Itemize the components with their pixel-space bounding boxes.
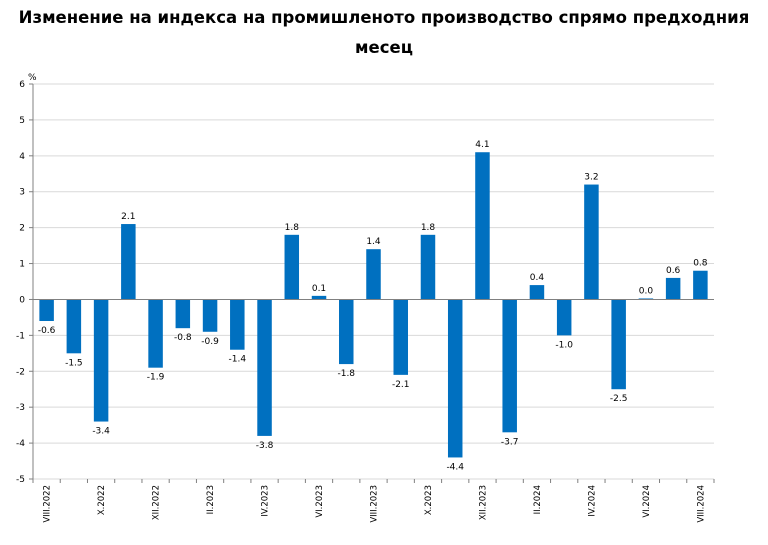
data-label: 0.4	[530, 273, 545, 283]
chart-title-line1: Изменение на индекса на промишленото про…	[18, 8, 750, 27]
bar	[311, 295, 327, 300]
bar	[529, 285, 545, 300]
bars	[39, 152, 708, 458]
bar	[556, 299, 572, 336]
y-tick-label: -4	[16, 439, 25, 449]
y-axis-label: %	[28, 73, 37, 83]
x-tick-label: VIII.2024	[696, 485, 706, 523]
x-tick-label: XII.2022	[152, 485, 162, 520]
y-tick-label: 6	[19, 80, 25, 90]
data-label: -3.7	[501, 437, 519, 447]
bar	[93, 299, 109, 422]
data-label: -1.9	[147, 373, 165, 383]
y-tick-label: -2	[16, 367, 25, 377]
data-label: 0.1	[312, 284, 326, 294]
x-tick-label: VIII.2022	[43, 485, 53, 523]
x-tick-label: VIII.2023	[370, 485, 380, 523]
data-label: 4.1	[475, 140, 489, 150]
data-label: 0.6	[666, 266, 681, 276]
bar	[447, 299, 463, 458]
axes	[29, 83, 715, 483]
y-tick-label: 0	[19, 295, 25, 305]
data-label: 2.1	[121, 212, 135, 222]
data-label: -1.4	[229, 355, 247, 365]
chart-title-line2: месец	[355, 38, 413, 57]
data-label: -3.4	[92, 427, 110, 437]
x-tick-label: IV.2023	[261, 485, 271, 517]
y-tick-labels: 6 5 4 3 2 1 0 -1 -2 -3 -4 -5	[16, 80, 25, 485]
data-label: -1.8	[337, 369, 355, 379]
data-label: 1.4	[366, 237, 381, 247]
data-label: 1.8	[285, 223, 300, 233]
data-label: 0.8	[693, 259, 708, 269]
x-tick-label: X.2022	[97, 485, 107, 515]
x-tick-label: II.2023	[206, 485, 216, 514]
y-tick-label: -1	[16, 331, 25, 341]
x-tick-label: VI.2023	[315, 485, 325, 518]
bar	[475, 152, 490, 300]
bar	[393, 299, 408, 375]
bar	[39, 299, 54, 321]
data-label: -3.8	[256, 441, 274, 451]
x-tick-labels: VIII.2022 X.2022 XII.2022 II.2023 IV.2023 VI.…	[43, 485, 707, 523]
data-label: -0.8	[174, 333, 192, 343]
data-label: -0.6	[38, 326, 56, 336]
bar	[584, 184, 599, 300]
bar	[121, 224, 136, 300]
bar	[284, 234, 300, 300]
x-tick-label: X.2023	[424, 485, 434, 515]
data-label: 0.0	[639, 286, 654, 296]
y-tick-label: 1	[19, 260, 25, 270]
bar	[202, 299, 218, 332]
x-tick-label: IV.2024	[587, 485, 597, 517]
y-tick-label: 5	[19, 116, 25, 126]
bar	[366, 249, 381, 300]
data-label: -2.5	[610, 394, 628, 404]
y-tick-label: 2	[19, 224, 25, 234]
data-label: -1.0	[555, 340, 573, 350]
x-tick-label: VI.2024	[642, 485, 652, 518]
bar	[420, 234, 436, 300]
bar	[148, 299, 163, 368]
data-label: -0.9	[201, 337, 219, 347]
y-tick-label: -5	[16, 475, 25, 485]
bar	[175, 299, 191, 329]
bar	[257, 299, 272, 436]
data-label: -4.4	[446, 462, 464, 472]
bar	[339, 299, 354, 365]
bar	[66, 299, 82, 354]
chart-title: Изменение на индекса на промишленото про…	[0, 3, 768, 63]
bar	[230, 299, 245, 350]
bar	[611, 299, 626, 390]
bar	[693, 270, 708, 300]
y-tick-label: 3	[19, 188, 25, 198]
bar	[502, 299, 517, 433]
bar	[665, 277, 681, 300]
x-tick-label: XII.2023	[478, 485, 488, 520]
y-tick-label: 4	[19, 152, 25, 162]
data-label: 1.8	[421, 223, 436, 233]
data-labels: -0.6 -1.5 -3.4 2.1 -1.9 -0.8 -0.9 -1.4 -3.8 1.8 0.…	[38, 140, 708, 472]
data-label: -1.5	[65, 358, 83, 368]
data-label: 3.2	[584, 173, 598, 183]
x-tick-label: II.2024	[533, 485, 543, 514]
data-label: -2.1	[392, 380, 410, 390]
y-tick-label: -3	[16, 403, 25, 413]
